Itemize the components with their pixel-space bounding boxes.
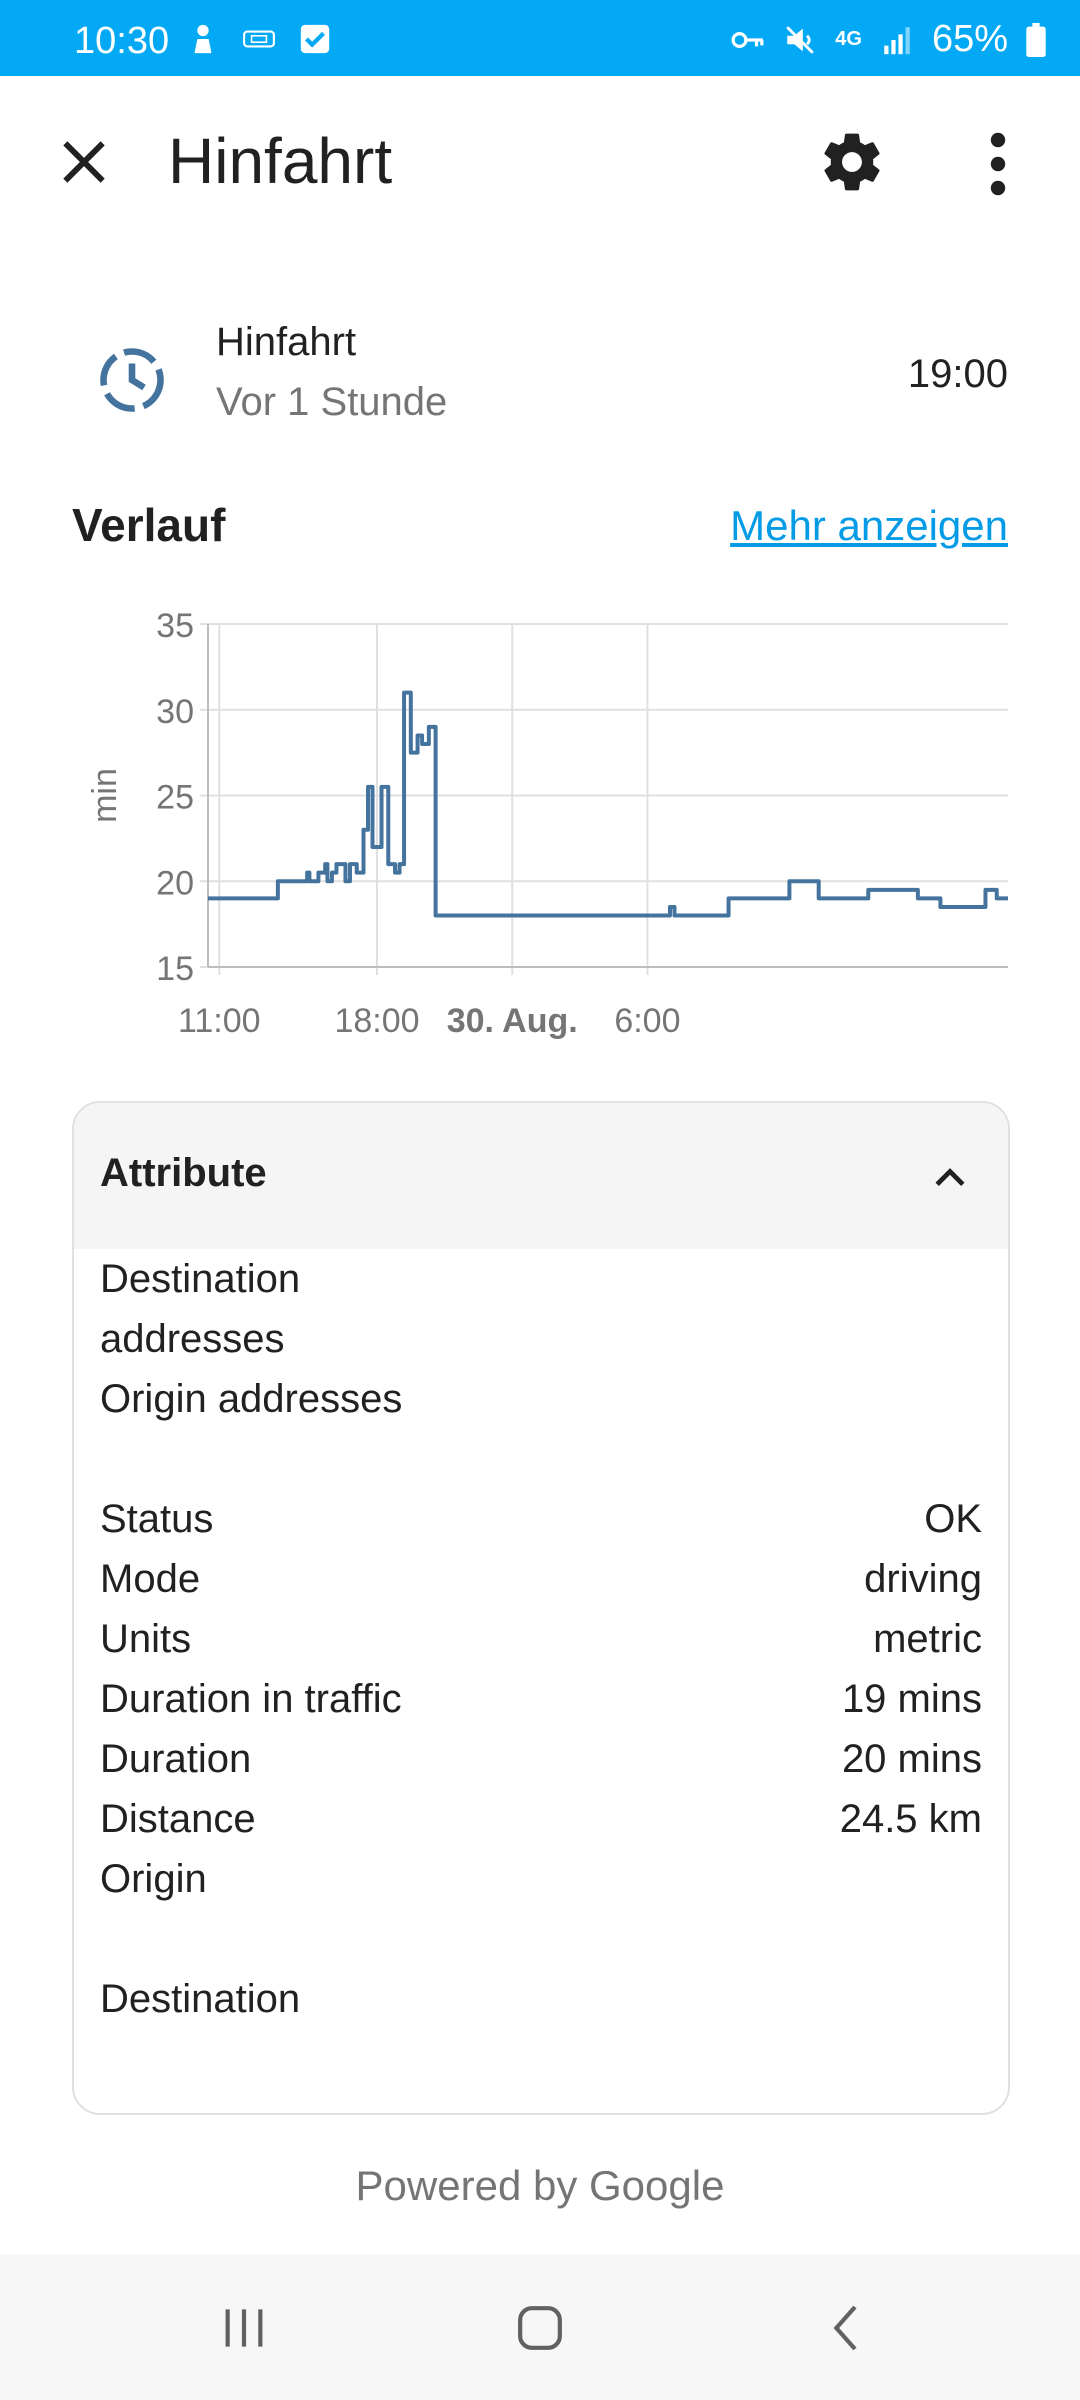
attribute-key: Duration bbox=[100, 1737, 252, 1781]
close-icon[interactable] bbox=[52, 130, 116, 194]
entity-last-changed: Vor 1 Stunde bbox=[216, 380, 448, 424]
page-title: Hinfahrt bbox=[168, 125, 393, 197]
x-tick-label: 11:00 bbox=[178, 1002, 261, 1040]
muted-icon bbox=[786, 25, 815, 54]
clock-icon bbox=[100, 348, 164, 412]
y-tick-label: 20 bbox=[156, 864, 194, 902]
y-tick-label: 30 bbox=[156, 693, 194, 731]
attribute-key: Origin addresses bbox=[100, 1377, 403, 1421]
entity-name: Hinfahrt bbox=[216, 320, 357, 364]
recents-icon[interactable] bbox=[216, 2300, 272, 2356]
system-nav-bar bbox=[0, 2254, 1080, 2400]
x-tick-label: 6:00 bbox=[614, 1002, 680, 1040]
app-bar: Hinfahrt bbox=[0, 76, 1080, 244]
powered-by: Powered by Google bbox=[355, 2162, 725, 2209]
attribute-key: Distance bbox=[100, 1797, 256, 1841]
attribute-value: 20 mins bbox=[841, 1737, 982, 1781]
attribute-key: Units bbox=[100, 1617, 192, 1661]
battery-percent: 65% bbox=[931, 18, 1008, 60]
attribute-key: Duration in traffic bbox=[100, 1677, 402, 1721]
history-header: Verlauf Mehr anzeigen bbox=[72, 498, 1008, 558]
y-tick-label: 15 bbox=[156, 950, 194, 988]
gear-icon[interactable] bbox=[818, 128, 886, 196]
attribute-key: Status bbox=[100, 1497, 214, 1541]
network-4g-icon: 4G bbox=[835, 28, 862, 50]
series-line bbox=[208, 690, 1008, 918]
person-icon bbox=[194, 24, 212, 54]
status-time: 10:30 bbox=[74, 20, 170, 62]
attribute-key: Mode bbox=[100, 1557, 201, 1601]
show-more-link[interactable]: Mehr anzeigen bbox=[730, 502, 1008, 549]
attribute-key: addresses bbox=[100, 1317, 285, 1361]
attribute-value: 24.5 km bbox=[839, 1797, 982, 1841]
history-title: Verlauf bbox=[72, 499, 226, 551]
attribute-value: driving bbox=[864, 1557, 982, 1601]
attributes-title: Attribute bbox=[100, 1151, 267, 1195]
attributes-card: Attribute Destination addresses Origin add… bbox=[72, 1101, 1010, 2115]
history-chart[interactable]: 35 30 25 20 15 11:00 18:00 30. Aug. 6:00 min bbox=[72, 590, 1008, 1050]
status-icons-left bbox=[186, 22, 332, 56]
attributes-header[interactable]: Attribute bbox=[74, 1103, 1008, 1249]
chevron-up-icon[interactable] bbox=[928, 1155, 972, 1199]
key-icon bbox=[731, 31, 764, 48]
status-bar: 10:30 4G 65% bbox=[0, 0, 1080, 76]
x-tick-label: 18:00 bbox=[334, 1002, 419, 1040]
attribute-value: 19 mins bbox=[841, 1677, 982, 1721]
entity-state-value: 19:00 bbox=[907, 352, 1008, 396]
y-tick-label: 25 bbox=[156, 779, 194, 817]
signal-icon bbox=[884, 26, 910, 54]
attribute-value: metric bbox=[873, 1617, 982, 1661]
more-vertical-icon[interactable] bbox=[974, 128, 1022, 200]
checkbox-icon bbox=[300, 24, 330, 54]
entity-row[interactable]: Hinfahrt Vor 1 Stunde 19:00 bbox=[0, 300, 1080, 450]
attribute-value: OK bbox=[924, 1497, 982, 1541]
y-axis-label: min bbox=[86, 768, 124, 823]
attribute-key: Destination bbox=[100, 1257, 301, 1301]
attribute-key: Destination bbox=[100, 1977, 301, 2021]
back-icon[interactable] bbox=[820, 2300, 876, 2356]
y-tick-label: 35 bbox=[156, 607, 194, 645]
media-icon bbox=[243, 30, 275, 48]
home-icon[interactable] bbox=[512, 2300, 568, 2356]
status-icons-right: 4G 65% bbox=[731, 18, 1046, 61]
attribute-key: Origin bbox=[100, 1857, 207, 1901]
battery-icon bbox=[1026, 22, 1046, 57]
x-tick-label: 30. Aug. bbox=[447, 1002, 578, 1040]
